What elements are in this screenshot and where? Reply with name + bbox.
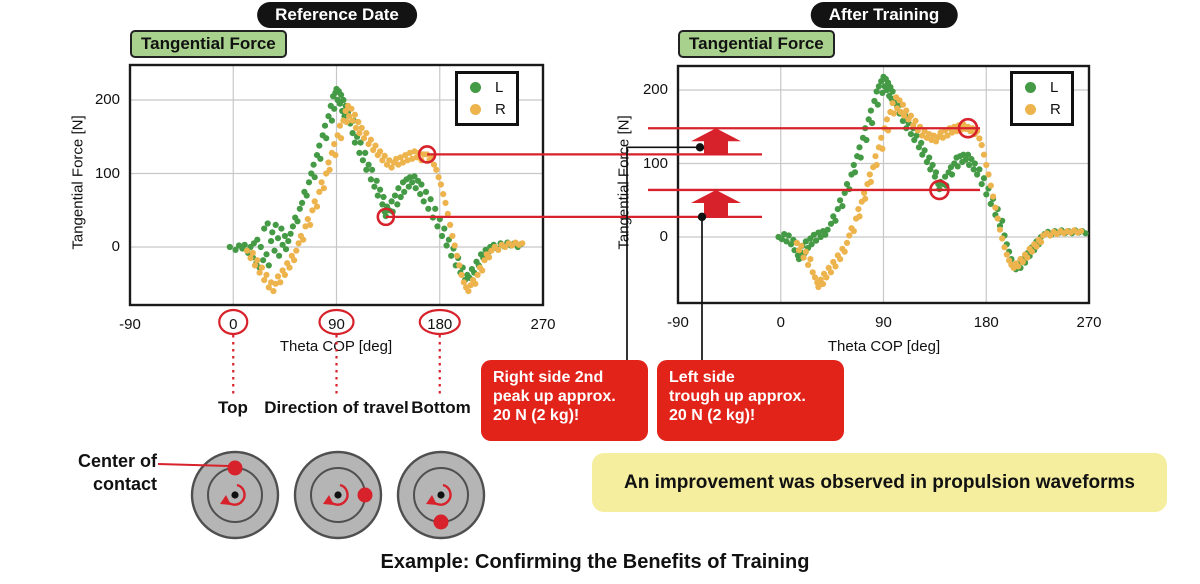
callout-line: Left side [669, 369, 735, 386]
figure-caption: Example: Confirming the Benefits of Trai… [380, 551, 810, 573]
ref-series-R [243, 102, 526, 295]
ref-highlight-ring-1 [376, 207, 396, 227]
legend-label: R [1050, 101, 1061, 118]
rotation-arrow-1 [327, 483, 349, 506]
contact-point-bottom [433, 514, 449, 530]
legend-item-R: R [470, 99, 506, 120]
wheel-hub-2 [437, 491, 445, 499]
wheel-outer-0 [190, 450, 280, 540]
ref-chart-tag: Tangential Force [130, 30, 287, 58]
after-x-axis-label: Theta COP [deg] [827, 338, 941, 355]
legend-dot-L [1025, 82, 1036, 93]
rotation-arrowhead-1 [323, 495, 334, 505]
callout-line: 20 N (2 kg)! [493, 407, 580, 425]
wheel-outer-1 [293, 450, 383, 540]
legend-item-L: L [1025, 77, 1061, 98]
ref-x-axis-label: Theta COP [deg] [279, 338, 393, 355]
ref-y-tick: 100 [94, 164, 120, 182]
after-y-tick: 200 [642, 81, 668, 98]
wheel-hub-1 [334, 491, 342, 499]
callout-left-trough: Left side trough up approx. 20 N (2 kg)! [657, 360, 844, 441]
legend-item-L: L [470, 77, 506, 98]
ref-y-tick: 200 [94, 91, 120, 108]
callout-line: 20 N (2 kg)! [669, 407, 756, 425]
contact-point-right [357, 487, 373, 503]
wheel-label-direction: Direction of travel [264, 398, 409, 417]
ref-x-tick: 0 [229, 316, 238, 333]
ref-chart-title: Reference Date [257, 2, 417, 28]
after-x-tick: -90 [667, 314, 689, 331]
increase-arrow-peak [691, 128, 741, 155]
ref-highlight-ring-0 [417, 145, 437, 164]
wheel-outer-2 [396, 450, 486, 540]
ref-y-tick: 0 [111, 238, 120, 255]
callout-right-peak: Right side 2nd peak up approx. 20 N (2 k… [481, 360, 648, 441]
increase-arrow-trough [691, 189, 741, 217]
after-x-tick: 270 [1076, 314, 1102, 331]
callout-line: Right side 2nd [493, 369, 604, 386]
callout-line: peak up approx. [493, 388, 616, 406]
after-x-tick: 180 [973, 314, 999, 331]
center-of-contact-pointer-line [157, 463, 230, 467]
ref-x-tick: 90 [328, 316, 345, 333]
wheel-inner-0 [207, 467, 263, 523]
after-highlight-ring-1 [929, 179, 950, 201]
after-y-tick: 0 [659, 228, 668, 245]
after-x-tick: 0 [776, 314, 785, 331]
after-chart-tag: Tangential Force [678, 30, 835, 58]
wheel-label-top: Top [218, 398, 248, 417]
legend-label: L [1050, 79, 1059, 96]
after-chart-title: After Training [810, 2, 958, 28]
rotation-arrow-2 [430, 483, 452, 506]
legend-dot-L [470, 82, 481, 93]
legend-dot-R [1025, 104, 1036, 115]
rotation-arrowhead-0 [220, 495, 231, 505]
after-y-tick: 100 [642, 154, 668, 172]
rotation-arrow-0 [224, 483, 246, 506]
center-of-contact-label: Center of contact [77, 451, 157, 495]
improvement-banner: An improvement was observed in propulsio… [592, 453, 1167, 512]
legend-label: L [495, 79, 504, 96]
rotation-arrowhead-2 [426, 495, 437, 505]
legend-dot-R [470, 104, 481, 115]
leader-dot-right-peak [695, 143, 705, 152]
wheel-inner-2 [413, 467, 469, 523]
wheel-inner-1 [310, 467, 366, 523]
wheel-hub-0 [231, 491, 239, 499]
legend-item-R: R [1025, 99, 1061, 120]
after-highlight-ring-0 [957, 117, 979, 139]
ref-x-tick: 270 [530, 316, 556, 333]
after-x-tick: 90 [875, 314, 892, 331]
leader-dot-left-trough [697, 212, 707, 222]
contact-point-top [227, 460, 243, 476]
ref-x-tick: -90 [119, 316, 141, 333]
ref-x-tick: 180 [427, 316, 453, 333]
wheel-label-bottom: Bottom [411, 398, 471, 417]
callout-line: trough up approx. [669, 388, 806, 406]
legend-label: R [495, 101, 506, 118]
